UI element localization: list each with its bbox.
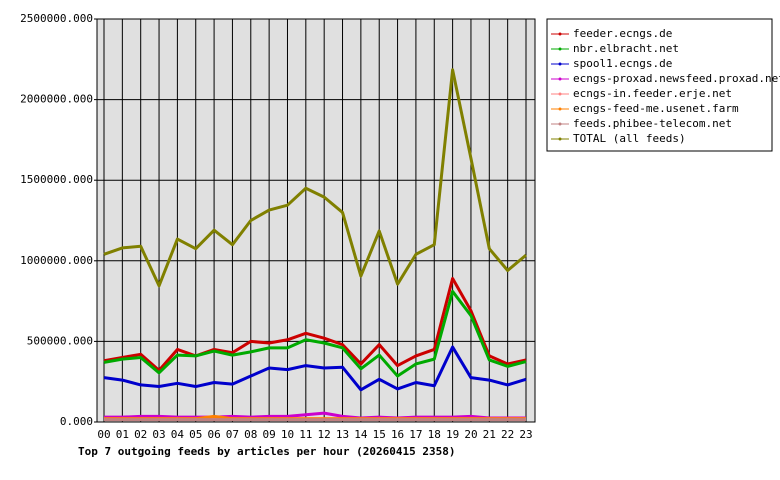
- x-tick-label: 05: [189, 428, 202, 441]
- x-tick-label: 14: [354, 428, 368, 441]
- series-line: [103, 289, 527, 378]
- legend-label: feeder.ecngs.de: [573, 27, 672, 40]
- x-tick-label: 01: [116, 428, 129, 441]
- plot-area: [97, 19, 535, 422]
- legend-marker: [558, 137, 562, 141]
- legend-marker: [558, 92, 562, 96]
- legend-label: TOTAL (all feeds): [573, 132, 686, 145]
- series-line: [103, 277, 527, 372]
- x-tick-label: 18: [428, 428, 441, 441]
- legend-marker: [558, 77, 562, 81]
- x-tick-label: 03: [152, 428, 165, 441]
- plot-frame: [96, 18, 536, 423]
- legend-label: ecngs-proxad.newsfeed.proxad.net: [573, 72, 780, 85]
- x-tick-label: 23: [519, 428, 532, 441]
- x-tick-label: 02: [134, 428, 147, 441]
- series-line: [103, 68, 527, 288]
- legend-marker: [558, 32, 562, 36]
- legend-label: nbr.elbracht.net: [573, 42, 679, 55]
- x-tick-label: 16: [391, 428, 404, 441]
- series-line: [104, 411, 526, 420]
- legend-label: ecngs-in.feeder.erje.net: [573, 87, 732, 100]
- x-tick-label: 17: [409, 428, 422, 441]
- y-tick-label: 500000.000: [27, 334, 93, 347]
- y-tick-label: 2000000.000: [20, 93, 93, 106]
- y-tick-label: 1000000.000: [20, 254, 93, 267]
- legend-marker: [558, 62, 562, 66]
- x-tick-label: 19: [446, 428, 459, 441]
- x-tick-label: 11: [299, 428, 312, 441]
- x-tick-label: 07: [226, 428, 239, 441]
- x-tick-label: 15: [373, 428, 386, 441]
- x-tick-label: 00: [97, 428, 110, 441]
- x-tick-label: 20: [464, 428, 477, 441]
- x-tick-label: 09: [263, 428, 276, 441]
- x-tick-label: 06: [207, 428, 220, 441]
- legend-marker: [558, 107, 562, 111]
- chart-title: Top 7 outgoing feeds by articles per hou…: [78, 445, 456, 458]
- y-tick-label: 2500000.000: [20, 12, 93, 25]
- x-tick-label: 08: [244, 428, 257, 441]
- legend-label: spool1.ecngs.de: [573, 57, 672, 70]
- x-tick-label: 22: [501, 428, 514, 441]
- series-line: [103, 345, 527, 392]
- legend-marker: [558, 47, 562, 51]
- x-tick-label: 04: [171, 428, 185, 441]
- legend-box: [546, 18, 773, 152]
- x-tick-label: 10: [281, 428, 294, 441]
- y-tick-label: 0.000: [60, 415, 93, 428]
- legend-marker: [558, 122, 562, 126]
- x-tick-label: 21: [483, 428, 496, 441]
- legend-label: ecngs-feed-me.usenet.farm: [573, 102, 739, 115]
- x-tick-label: 12: [318, 428, 331, 441]
- x-tick-label: 13: [336, 428, 349, 441]
- legend-label: feeds.phibee-telecom.net: [573, 117, 732, 130]
- y-tick-label: 1500000.000: [20, 173, 93, 186]
